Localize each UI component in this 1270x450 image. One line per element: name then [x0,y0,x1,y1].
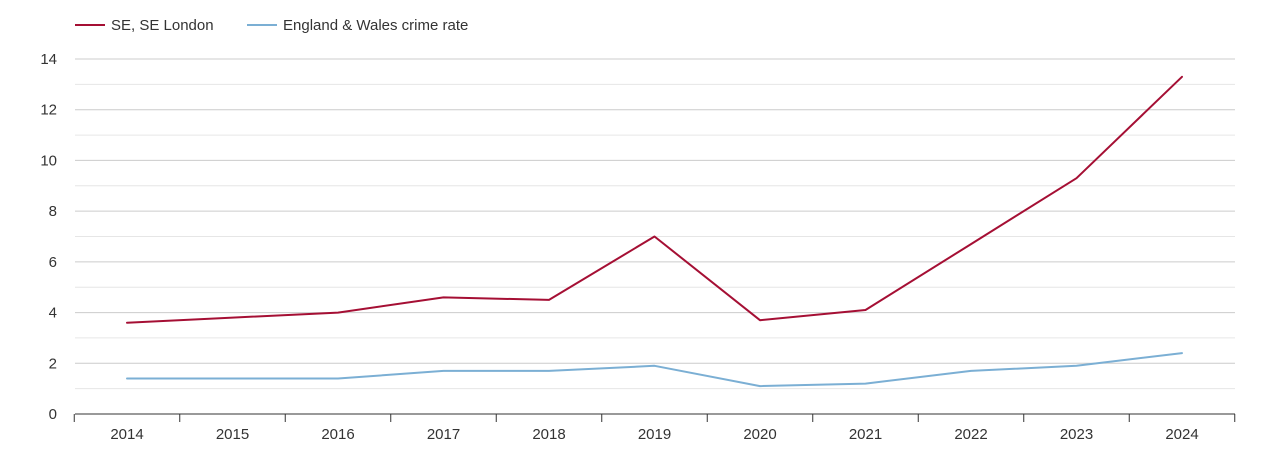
x-tick-label: 2022 [954,426,987,443]
series-line-2 [126,352,1183,388]
legend-label: England & Wales crime rate [283,17,468,34]
y-tick-label: 10 [40,152,57,169]
y-tick-label: 14 [40,51,57,68]
legend: SE, SE London England & Wales crime rate [75,17,468,34]
series-line-1 [126,75,1183,324]
x-tick-label: 2020 [743,426,776,443]
y-tick-label: 4 [49,305,57,322]
y-tick-label: 0 [49,406,57,423]
y-axis-ticks: 0 2 4 6 8 10 12 14 [40,51,57,423]
x-tick-label: 2014 [110,426,143,443]
x-tick-label: 2024 [1165,426,1198,443]
x-tick-label: 2023 [1060,426,1093,443]
x-tick-label: 2018 [532,426,565,443]
y-tick-label: 2 [49,355,57,372]
x-axis-ticks: 2014 2015 2016 2017 2018 2019 2020 2021 2022 2023… [73,414,1236,443]
x-tick-label: 2021 [849,426,882,443]
y-tick-label: 12 [40,102,57,119]
y-tick-label: 6 [49,254,57,271]
x-tick-label: 2017 [427,426,460,443]
legend-label: SE, SE London [111,17,214,34]
x-tick-label: 2016 [321,426,354,443]
x-tick-label: 2015 [216,426,249,443]
y-tick-label: 8 [49,203,57,220]
x-tick-label: 2019 [638,426,671,443]
series-lines [126,75,1183,388]
grid [75,58,1235,390]
